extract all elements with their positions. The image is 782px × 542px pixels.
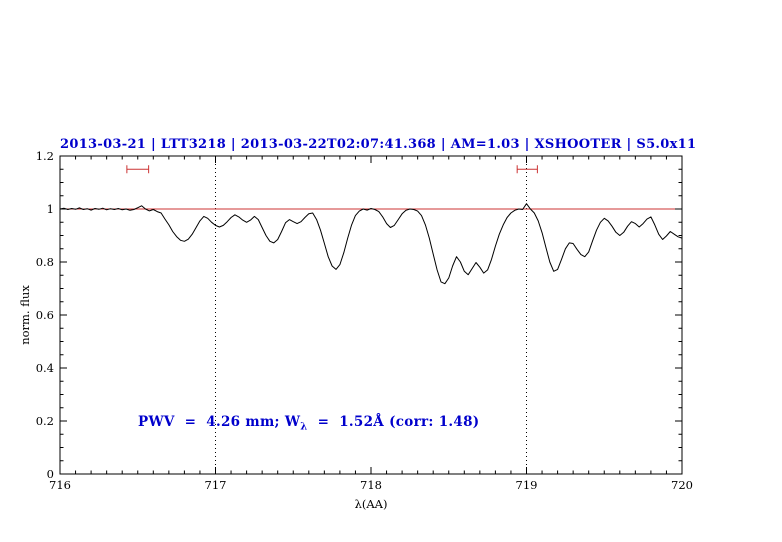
- y-tick-label: 0: [47, 467, 54, 481]
- pwv-annotation-suffix: = 1.52Å (corr: 1.48): [307, 414, 480, 430]
- y-tick-label: 0.4: [36, 361, 54, 375]
- x-tick-label: 719: [516, 478, 538, 492]
- axis-ticks: [59, 155, 683, 475]
- plot-title: 2013-03-21 | LTT3218 | 2013-03-22T02:07:…: [60, 137, 697, 152]
- pwv-annotation: PWV = 4.26 mm; Wλ = 1.52Å (corr: 1.48): [138, 414, 479, 433]
- y-tick-label: 1: [47, 202, 54, 216]
- y-tick-label: 0.2: [36, 414, 54, 428]
- x-tick-label: 716: [49, 478, 71, 492]
- x-axis-label: λ(AA): [354, 497, 388, 511]
- lambda-subscript: λ: [300, 421, 308, 433]
- line-region-marker: [126, 165, 150, 174]
- line-region-marker: [516, 165, 538, 174]
- y-tick-label: 0.6: [36, 308, 54, 322]
- pwv-annotation-prefix: PWV = 4.26 mm; W: [138, 414, 301, 430]
- spectrum-line: [59, 203, 683, 285]
- y-tick-label: 1.2: [36, 149, 54, 163]
- y-tick-label: 0.8: [36, 255, 54, 269]
- x-tick-label: 720: [671, 478, 693, 492]
- x-tick-label: 717: [205, 478, 227, 492]
- x-tick-label: 718: [360, 478, 382, 492]
- y-axis-label: norm. flux: [18, 285, 32, 345]
